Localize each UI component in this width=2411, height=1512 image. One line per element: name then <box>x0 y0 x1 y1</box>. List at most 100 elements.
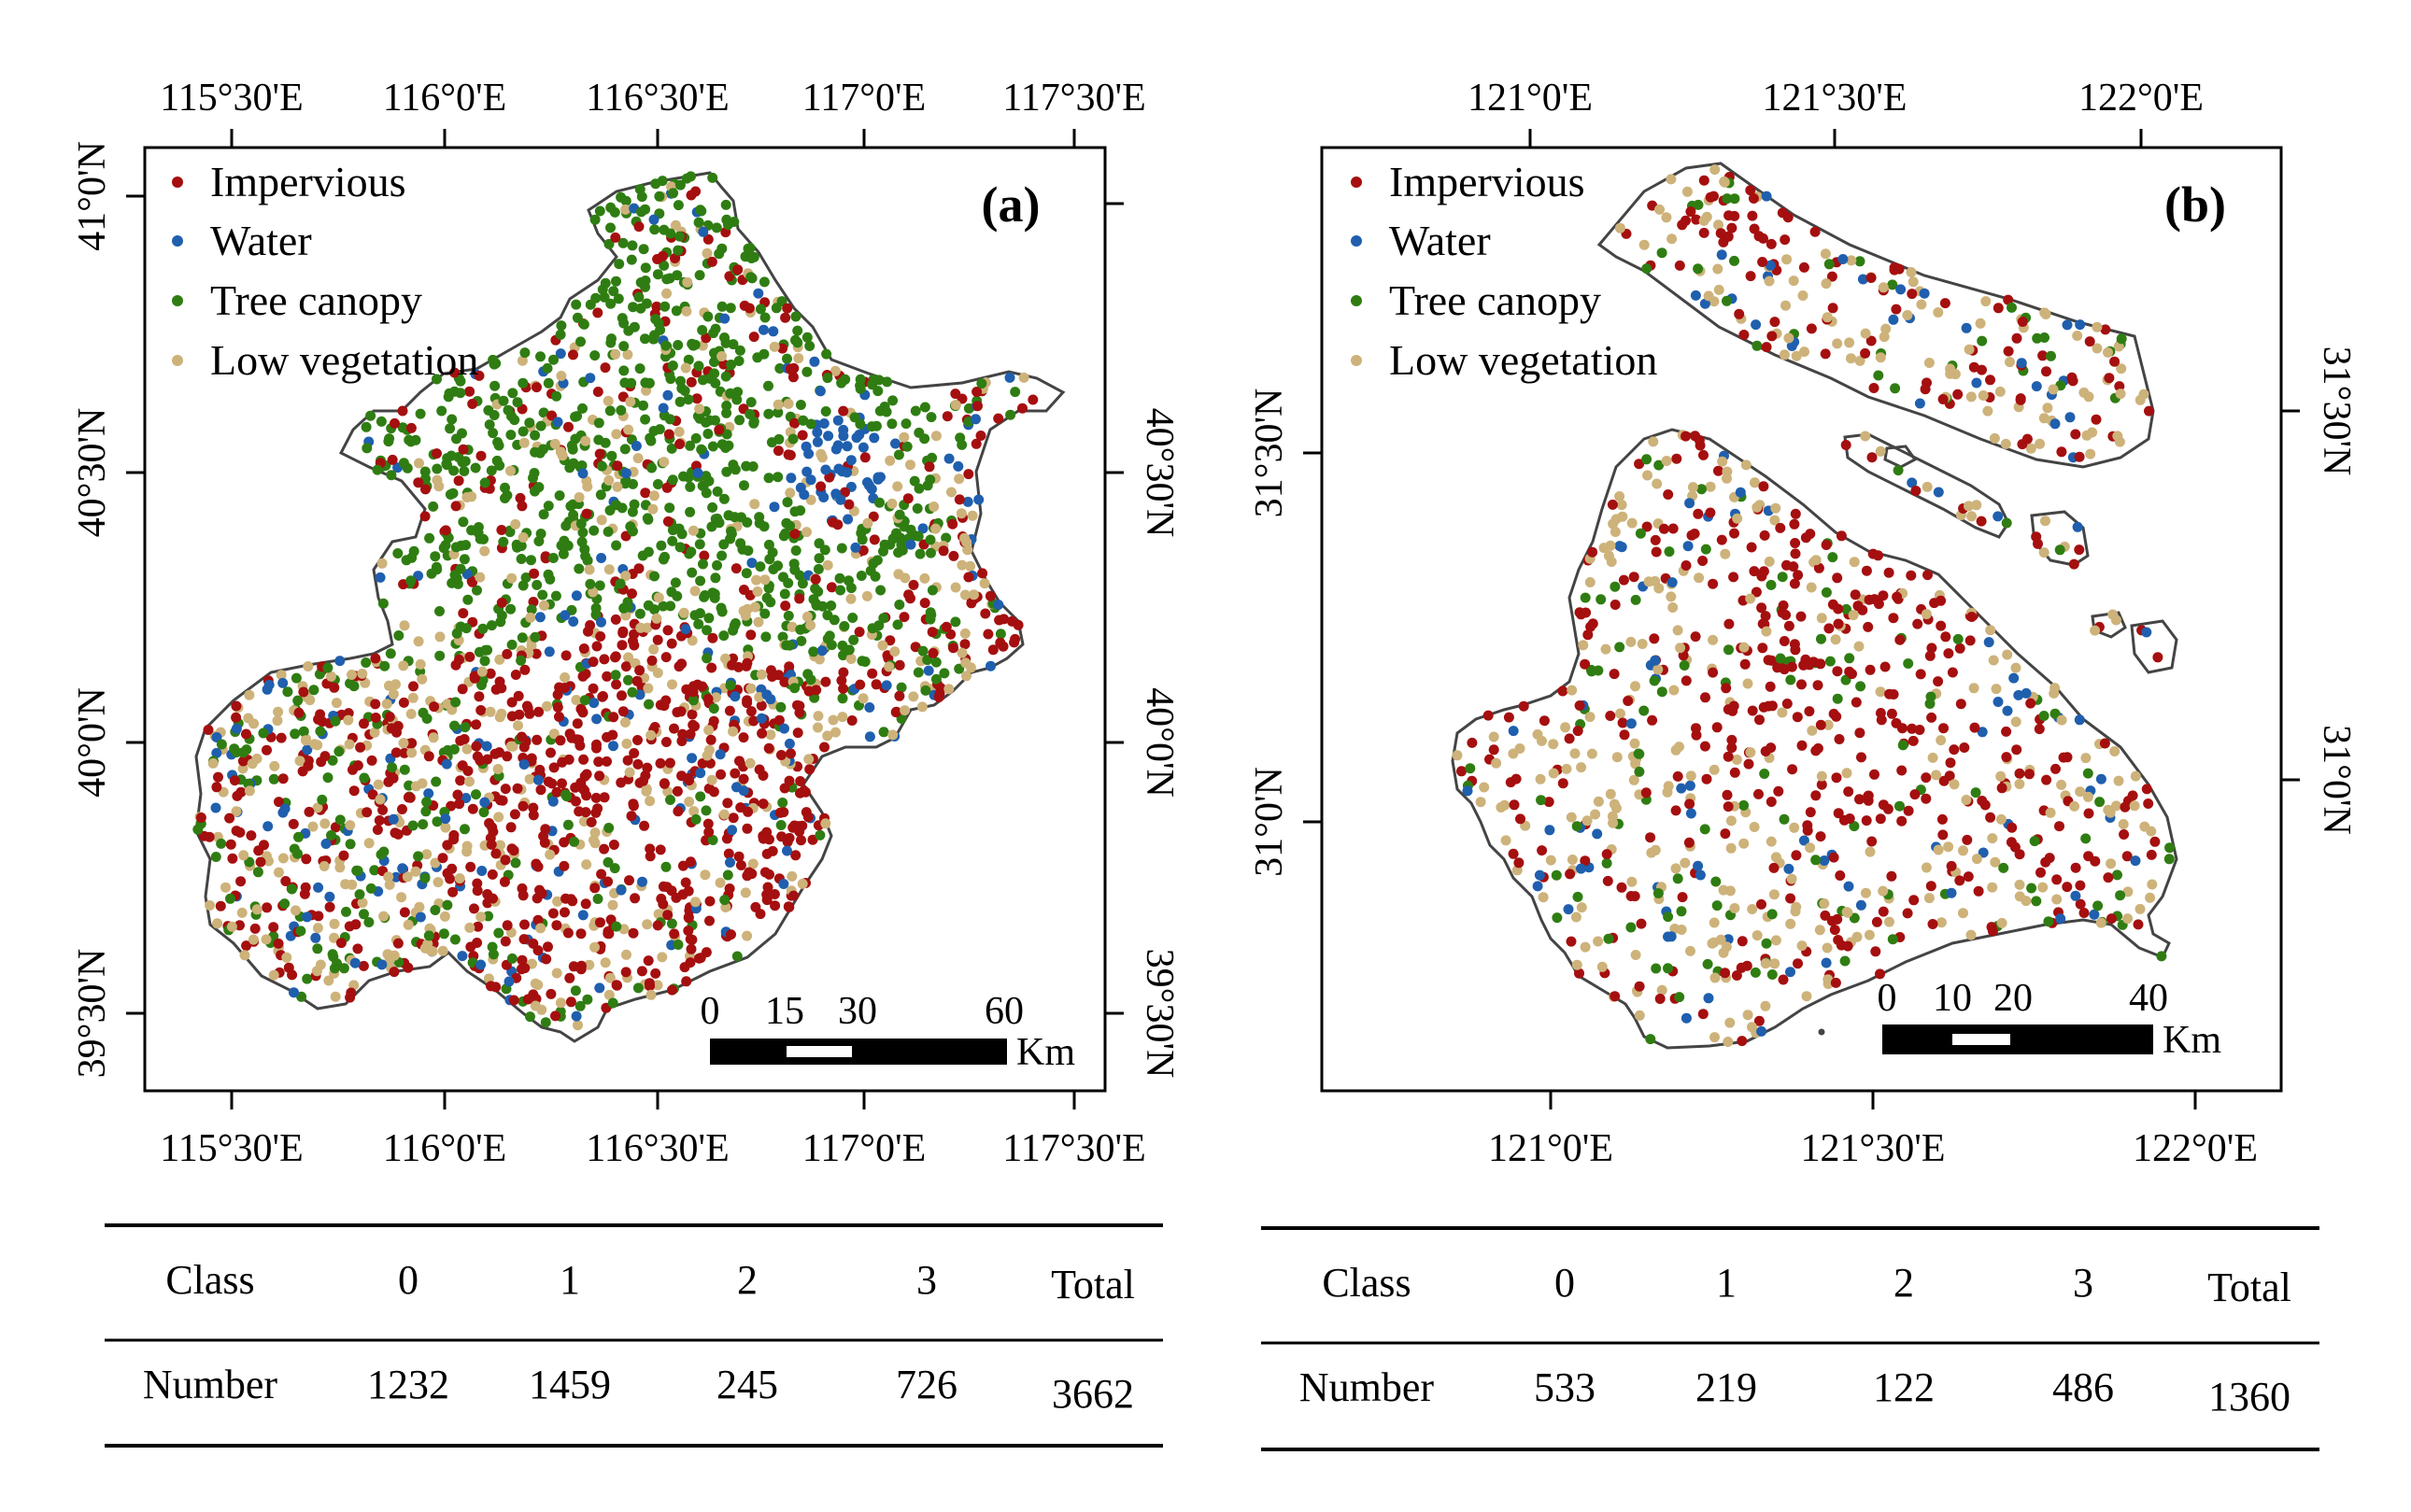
sample-point <box>546 410 558 421</box>
sample-point <box>1769 515 1780 526</box>
sample-point <box>694 953 704 964</box>
sample-point <box>556 371 567 381</box>
sample-point <box>652 479 663 489</box>
sample-point <box>683 885 694 897</box>
sample-point <box>528 473 538 484</box>
sample-point <box>559 860 570 871</box>
sample-point <box>500 855 511 866</box>
sample-point <box>861 590 872 601</box>
sample-point <box>524 708 535 719</box>
sample-point <box>1723 751 1734 762</box>
sample-point <box>2084 336 2095 347</box>
sample-point <box>1582 629 1594 641</box>
sample-point <box>897 537 908 548</box>
sample-point <box>646 462 658 473</box>
sample-point <box>957 647 968 658</box>
sample-point <box>1722 466 1733 477</box>
sample-point <box>963 469 974 480</box>
sample-point <box>813 722 823 733</box>
sample-point <box>1831 772 1842 784</box>
sample-point <box>1593 936 1604 947</box>
sample-point <box>584 564 595 575</box>
sample-point <box>548 728 560 740</box>
sample-point <box>812 436 823 447</box>
sample-point <box>1883 567 1894 578</box>
sample-point <box>695 768 706 779</box>
sample-point <box>478 807 489 818</box>
sample-point <box>730 563 742 574</box>
sample-point <box>716 550 728 561</box>
sample-point <box>603 395 614 406</box>
sample-point <box>354 889 365 900</box>
sample-point <box>680 624 691 635</box>
sample-point <box>797 578 808 589</box>
sample-point <box>1867 548 1879 559</box>
sample-point <box>2133 919 2144 930</box>
sample-point <box>574 1000 586 1011</box>
sample-point <box>1614 491 1625 502</box>
sample-point <box>581 508 592 519</box>
sample-point <box>628 526 638 537</box>
sample-point <box>1842 940 1853 952</box>
sample-point <box>1650 534 1661 545</box>
sample-point <box>490 848 502 859</box>
sample-point <box>611 980 622 991</box>
sample-point <box>640 377 651 389</box>
sample-point <box>962 496 973 507</box>
sample-point <box>460 824 470 835</box>
sample-point <box>434 631 446 643</box>
sample-point <box>487 869 498 880</box>
sample-point <box>600 437 611 448</box>
sample-point <box>617 706 629 717</box>
sample-point <box>800 786 811 798</box>
sample-point <box>1864 929 1875 940</box>
sample-point <box>1964 635 1976 646</box>
sample-point <box>493 812 504 823</box>
sample-point <box>540 553 551 564</box>
sample-point <box>1920 384 1931 395</box>
sample-point <box>597 691 608 702</box>
sample-point <box>596 515 607 526</box>
sample-point <box>423 788 434 799</box>
sample-point <box>604 972 616 983</box>
sample-point <box>324 901 335 912</box>
sample-point <box>502 648 513 659</box>
sample-point <box>563 754 574 765</box>
sample-point <box>299 888 310 899</box>
top-tick-b-1: 121°30'E <box>1762 77 1907 120</box>
sample-point <box>1780 234 1791 246</box>
sample-point <box>311 966 322 977</box>
sample-point <box>1652 664 1664 675</box>
sample-point <box>993 413 1004 424</box>
sample-point <box>790 850 801 861</box>
sample-point <box>232 790 243 801</box>
sample-point <box>875 585 886 596</box>
sample-point <box>504 527 516 538</box>
sample-point <box>1832 693 1843 704</box>
sample-point <box>919 402 930 413</box>
sample-point <box>723 848 734 859</box>
sample-point <box>1921 609 1932 620</box>
sample-point <box>1456 766 1467 777</box>
sample-point <box>424 532 435 544</box>
sample-point <box>648 426 659 436</box>
sample-point <box>1977 796 1988 806</box>
sample-point <box>491 455 503 466</box>
sample-point <box>383 871 394 883</box>
sample-point <box>1691 214 1702 225</box>
sample-point <box>703 725 715 736</box>
sample-point <box>1587 618 1598 629</box>
sample-point <box>1005 409 1016 420</box>
sample-point <box>2031 896 2042 907</box>
sample-point <box>281 952 292 963</box>
sample-point <box>915 548 926 559</box>
sample-point <box>459 554 470 565</box>
sample-point <box>210 802 221 813</box>
sample-point <box>959 639 971 650</box>
sample-point <box>1820 248 1831 260</box>
sample-point <box>649 224 660 235</box>
sample-point <box>770 900 781 911</box>
sample-point <box>1701 773 1712 784</box>
sample-point <box>1870 946 1881 957</box>
sample-point <box>528 938 539 949</box>
